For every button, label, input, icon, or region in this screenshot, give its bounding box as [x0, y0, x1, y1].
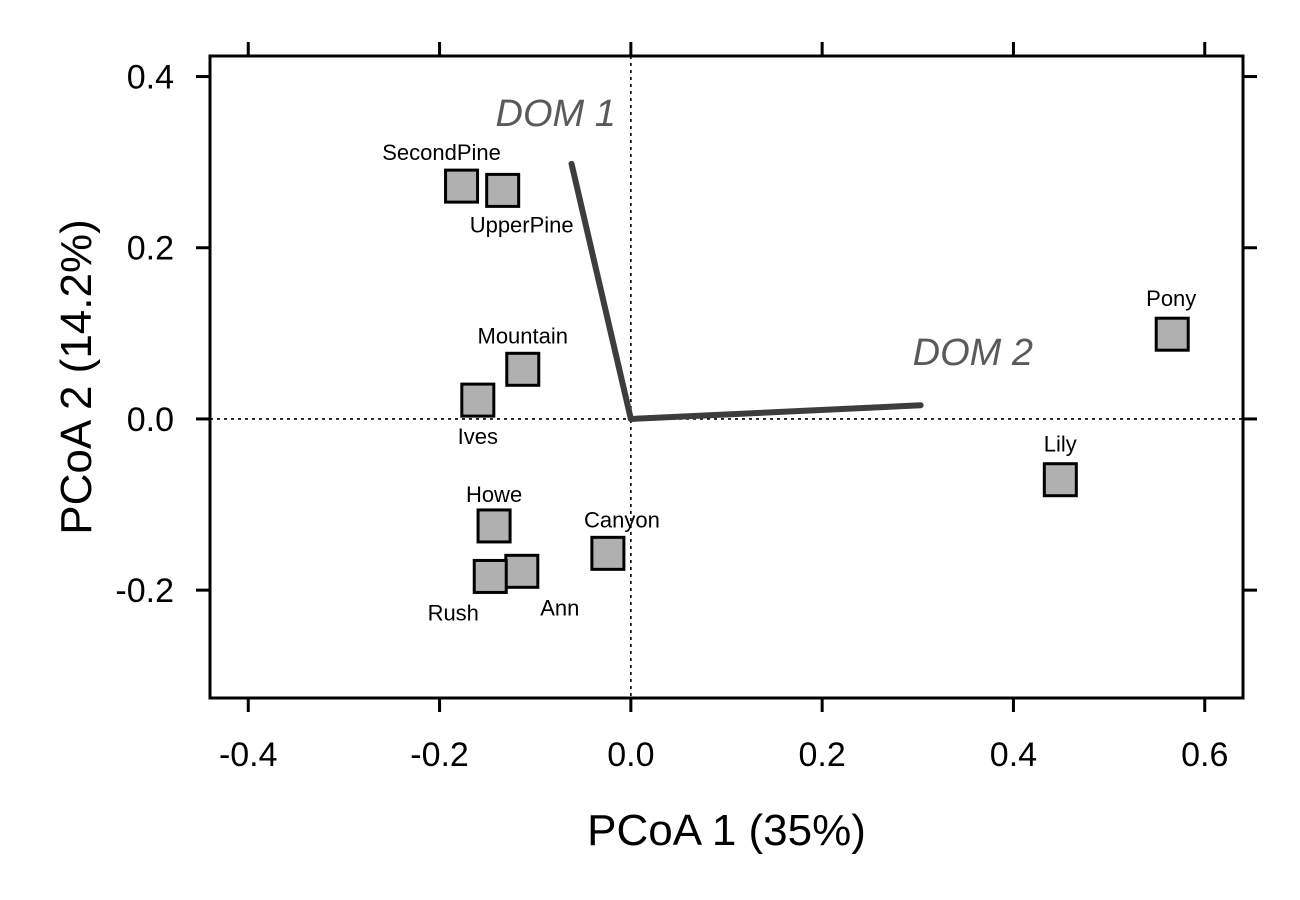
- points: SecondPine UpperPine Mountain Ives Howe Canyo…: [382, 140, 1196, 625]
- x-tick-label: 0.0: [607, 736, 654, 774]
- point-marker: [476, 508, 512, 544]
- y-tick-label: 0.2: [127, 230, 174, 268]
- point-label: Howe: [466, 482, 522, 507]
- point-label: Lily: [1044, 432, 1077, 457]
- point-marker: [1042, 462, 1078, 498]
- point-label: Rush: [428, 600, 479, 625]
- point-label: Canyon: [584, 507, 660, 532]
- vector-label: DOM 2: [913, 332, 1033, 374]
- vectors: DOM 1 DOM 2: [496, 93, 1033, 422]
- x-tick-label: 0.2: [799, 736, 846, 774]
- point-marker: [472, 558, 508, 594]
- point-label: Ann: [540, 595, 579, 620]
- vector-arrow: [627, 402, 924, 422]
- y-tick-label: 0.4: [127, 59, 174, 97]
- y-tick-label: -0.2: [115, 572, 174, 610]
- x-tick-label: 0.4: [990, 736, 1037, 774]
- x-tick-label: -0.2: [410, 736, 469, 774]
- point-label: SecondPine: [382, 140, 501, 165]
- point-label: Pony: [1146, 286, 1196, 311]
- point-marker: [1154, 316, 1190, 352]
- point-marker: [504, 553, 540, 589]
- vector-label: DOM 1: [496, 93, 616, 135]
- point-label: Mountain: [478, 323, 569, 348]
- point-marker: [590, 535, 626, 571]
- plot-frame: [208, 54, 1245, 700]
- axis-ticks: -0.4 -0.2 0.0 0.2 0.4 0.6 -0.2 0.0 0.2 0.4: [115, 42, 1257, 774]
- point-label: UpperPine: [470, 212, 574, 237]
- point-label: Ives: [458, 424, 498, 449]
- y-tick-label: 0.0: [127, 401, 174, 439]
- x-tick-label: -0.4: [219, 736, 278, 774]
- point-marker: [485, 172, 521, 208]
- point-marker: [444, 168, 480, 204]
- x-axis-title: PCoA 1 (35%): [587, 806, 866, 855]
- reference-lines: [210, 56, 1243, 698]
- x-tick-label: 0.6: [1181, 736, 1228, 774]
- y-axis-title: PCoA 2 (14.2%): [52, 219, 101, 535]
- point-marker: [460, 382, 496, 418]
- point-marker: [505, 351, 541, 387]
- vector-arrow: [568, 160, 634, 422]
